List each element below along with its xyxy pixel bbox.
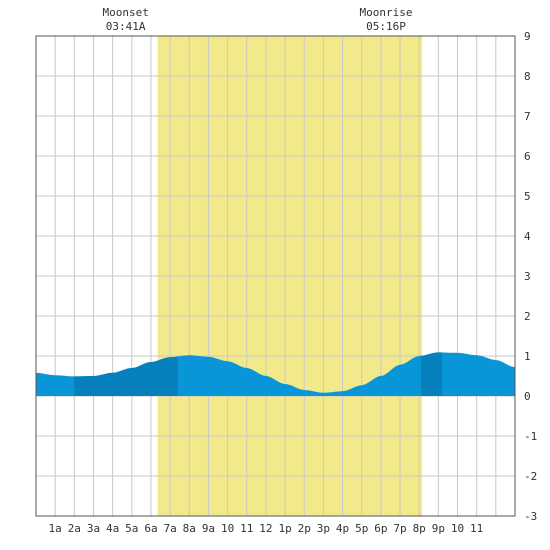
x-tick-label: 11 [470,522,483,535]
y-tick-label: 1 [524,350,531,363]
x-tick-label: 7p [393,522,406,535]
y-tick-labels: -3 -2 -1 0 1 2 3 4 5 6 7 8 9 [524,30,537,523]
y-tick-label: 6 [524,150,531,163]
x-tick-label: 2a [68,522,81,535]
x-tick-labels: 1a 2a 3a 4a 5a 6a 7a 8a 9a 10 11 12 1p 2p 3p 4p 5p 6p 7p 8p… [49,522,484,535]
x-tick-label: 2p [298,522,311,535]
water-layer [36,352,515,396]
x-tick-label: 10 [451,522,464,535]
moon-event-label: Moonrise [360,6,413,19]
plot-frame [35,35,516,517]
grid-layer [36,35,515,517]
y-tick-label: 8 [524,70,531,83]
y-tick-label: 3 [524,270,531,283]
y-tick-label: -1 [524,430,537,443]
y-tick-label: 7 [524,110,531,123]
moon-event-time: 03:41A [106,20,146,33]
x-tick-label: 4p [336,522,349,535]
x-tick-label: 4a [106,522,119,535]
y-tick-label: 2 [524,310,531,323]
x-tick-label: 12 [259,522,272,535]
x-tick-label: 6p [374,522,387,535]
y-tick-label: 5 [524,190,531,203]
x-tick-label: 3p [317,522,330,535]
y-tick-label: 9 [524,30,531,43]
x-tick-label: 5a [125,522,138,535]
x-tick-label: 1p [278,522,291,535]
x-tick-label: 11 [240,522,253,535]
x-tick-label: 1a [49,522,62,535]
x-tick-label: 6a [144,522,157,535]
y-tick-label: -2 [524,470,537,483]
moon-event-label: Moonset [102,6,148,19]
x-tick-label: 9p [432,522,445,535]
x-tick-label: 5p [355,522,368,535]
y-tick-label: -3 [524,510,537,523]
x-tick-label: 8a [183,522,196,535]
x-tick-label: 7a [163,522,176,535]
x-tick-label: 8p [413,522,426,535]
moon-event-time: 05:16P [366,20,406,33]
tide-area-night [421,352,443,396]
tide-area-night [74,356,178,396]
y-tick-label: 0 [524,390,531,403]
y-tick-label: 4 [524,230,531,243]
x-tick-label: 9a [202,522,215,535]
x-tick-label: 10 [221,522,234,535]
x-tick-label: 3a [87,522,100,535]
